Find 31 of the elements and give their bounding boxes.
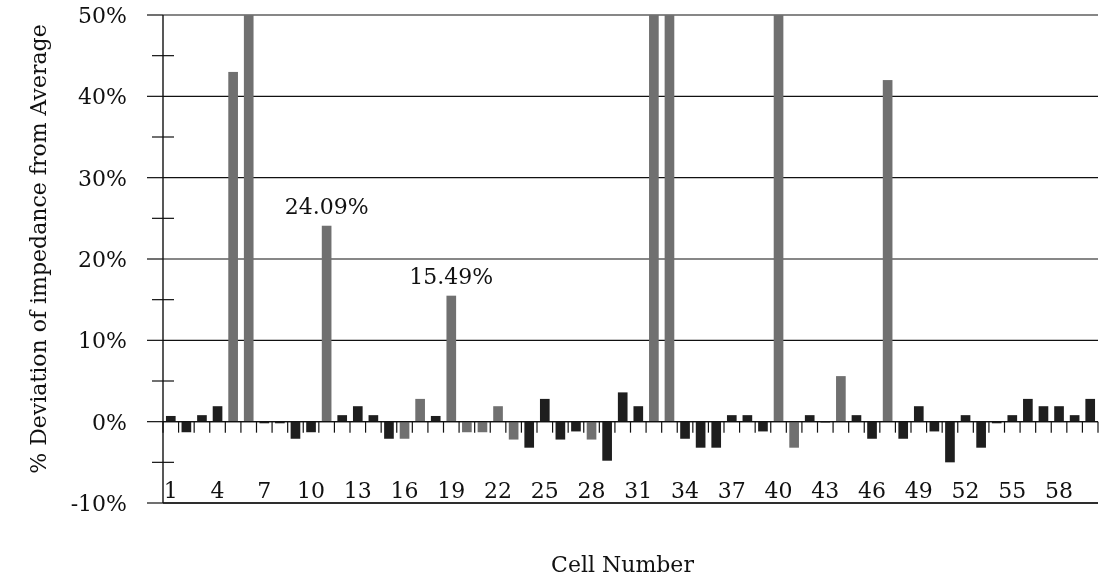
x-tick-label: 37 (717, 478, 746, 503)
x-tick-label: 52 (951, 478, 980, 503)
x-tick-label: 28 (577, 478, 606, 503)
x-tick-label: 46 (858, 478, 887, 503)
data-label: 15.49% (409, 263, 494, 289)
x-tick-label: 22 (484, 478, 513, 503)
x-axis-title: Cell Number (551, 552, 695, 577)
x-tick-label: 1 (163, 478, 178, 503)
y-tick-label: 30% (78, 165, 127, 191)
x-tick-label: 43 (811, 478, 840, 503)
y-tick-label: 0% (92, 409, 127, 435)
x-tick-label: 55 (998, 478, 1027, 503)
y-tick-label: -10% (70, 491, 127, 516)
x-tick-label: 10 (297, 478, 326, 503)
x-tick-label: 58 (1045, 478, 1074, 503)
x-tick-label: 34 (671, 478, 700, 503)
y-tick-label: 10% (78, 328, 127, 354)
y-tick-label: 20% (78, 247, 127, 272)
x-tick-label: 25 (530, 478, 559, 503)
y-tick-label: 50% (78, 3, 127, 28)
x-tick-label: 40 (764, 478, 793, 503)
x-tick-label: 49 (904, 478, 933, 503)
y-axis-title: % Deviation of impedance from Average (26, 24, 51, 474)
x-tick-label: 4 (210, 478, 225, 503)
x-tick-label: 19 (437, 478, 466, 503)
x-tick-label: 13 (343, 478, 372, 503)
x-tick-label: 7 (257, 478, 272, 503)
x-tick-label: 16 (390, 478, 419, 503)
x-tick-label: 31 (624, 478, 653, 503)
data-label: 24.09% (284, 193, 369, 219)
y-tick-label: 40% (78, 84, 127, 110)
